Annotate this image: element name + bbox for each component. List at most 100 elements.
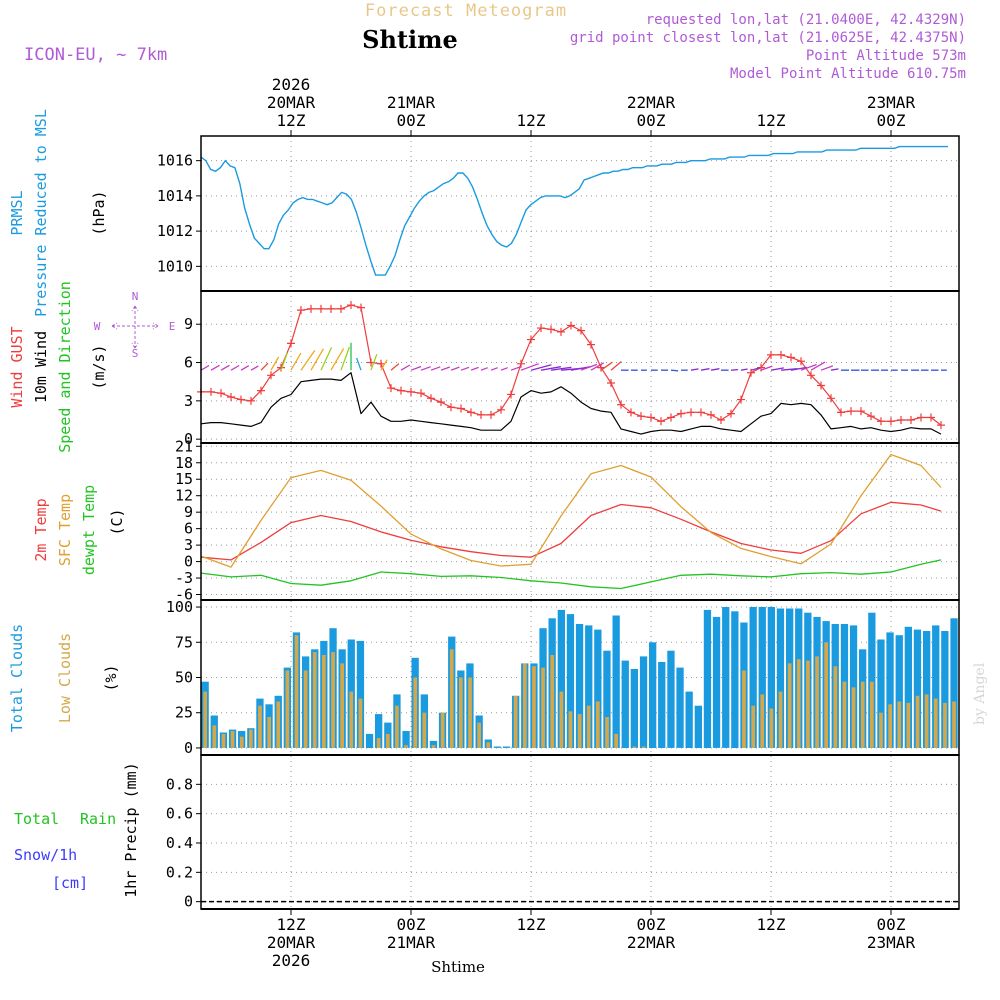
wind-arrow [460, 366, 470, 371]
bottom-time-label: 12Z [517, 915, 546, 934]
wind-arrow [740, 368, 748, 371]
wind-arrow [470, 366, 479, 371]
y-tick-label: 1016 [157, 152, 193, 170]
gust-marker [937, 421, 945, 430]
wind-arrow [320, 347, 333, 371]
y-tick-label: -3 [175, 569, 193, 587]
top-time-label: 12Z [277, 111, 306, 130]
y-tick-label: 0 [184, 430, 193, 448]
top-time-label: 00Z [877, 111, 906, 130]
gust-marker [617, 400, 625, 409]
low-cloud-bar [933, 698, 938, 748]
top-time-label: 12Z [517, 111, 546, 130]
y-tick-label: 6 [184, 354, 193, 372]
bottom-time-label: 12Z [757, 915, 786, 934]
total-cloud-bar [722, 607, 730, 748]
gust-marker [837, 408, 845, 417]
gust-marker [407, 387, 415, 396]
low-cloud-bar [230, 731, 235, 748]
bottom-time-label: 22MAR [627, 933, 676, 952]
gust-marker [907, 416, 915, 425]
total-cloud-bar [575, 624, 584, 748]
gust-marker [647, 413, 655, 422]
total-cloud-bar [557, 609, 565, 748]
bottom-time-label: 23MAR [867, 933, 916, 952]
wind-arrow [410, 365, 422, 371]
wind-arrow [440, 366, 451, 371]
low-cloud-bar [431, 745, 436, 748]
low-cloud-bar [596, 701, 600, 748]
wind-arrow [500, 367, 508, 371]
y-tick-label: 0.2 [166, 863, 193, 881]
wind-arrow [600, 361, 613, 371]
panel-frame [200, 135, 960, 292]
wind-arrow [340, 346, 351, 371]
low-cloud-bar [440, 712, 445, 748]
low-cloud-bar [340, 663, 344, 748]
total-cloud-bar [649, 642, 657, 748]
low-cloud-bar [422, 712, 427, 748]
low-cloud-bar [203, 691, 207, 748]
total-cloud-bar [749, 607, 757, 748]
total-cloud-bar [895, 635, 903, 748]
top-time-label: 00Z [637, 111, 666, 130]
total-cloud-bar [886, 632, 894, 748]
y-tick-label: 1010 [157, 257, 193, 275]
point-altitude: Point Altitude 573m [806, 48, 966, 64]
low-cloud-bar [888, 704, 892, 748]
wind-arrow [370, 353, 378, 371]
total-cloud-bar [356, 640, 365, 748]
wind-speed-line [200, 372, 942, 435]
gust-marker [517, 359, 525, 368]
bottom-time-label: 21MAR [387, 933, 436, 952]
low-cloud-bar [486, 742, 491, 748]
gust-marker [677, 409, 685, 418]
gust-marker [827, 394, 835, 403]
total-cloud-bar [694, 705, 702, 748]
panel-frame-overlay [200, 135, 960, 292]
gust-marker [497, 405, 505, 414]
y-tick-label: 0.4 [166, 834, 193, 852]
total-cloud-bar [639, 656, 648, 748]
wind-arrow [330, 348, 345, 371]
y-tick-label: 75 [175, 633, 193, 651]
wind-arrow [250, 365, 259, 371]
gust-marker [807, 371, 815, 380]
gust-marker [527, 335, 535, 344]
low-cloud-bar [577, 714, 582, 748]
gust-marker [207, 387, 215, 396]
gust-marker [657, 417, 665, 426]
low-cloud-bar [787, 663, 792, 748]
low-cloud-bar [358, 698, 363, 748]
gust-marker [487, 410, 495, 419]
low-cloud-bar [952, 701, 956, 748]
total-cloud-bar [849, 625, 858, 748]
low-cloud-bar [815, 656, 819, 748]
low-cloud-bar [349, 691, 354, 748]
top-time-label: 23MAR [867, 93, 916, 112]
wind-arrow [450, 366, 460, 371]
low-cloud-bar [523, 663, 527, 748]
total-cloud-bar [767, 607, 775, 748]
gust-marker [337, 304, 345, 313]
gust-marker [887, 417, 895, 426]
low-cloud-bar [897, 701, 902, 748]
total-cloud-bar [658, 662, 666, 748]
temp-2m-line [200, 501, 942, 561]
low-cloud-bar [413, 677, 418, 748]
low-cloud-bar [459, 677, 463, 748]
wind-arrow [290, 352, 302, 371]
panel-frame [200, 290, 960, 444]
bottom-time-label: 20MAR [267, 933, 316, 952]
wind-arrow [230, 364, 240, 371]
wind-arrow [210, 364, 220, 371]
gust-marker [217, 389, 225, 398]
wind-arrow [510, 366, 521, 371]
low-cloud-bar [943, 702, 947, 748]
wind-arrow [490, 367, 498, 371]
low-cloud-bar [249, 729, 253, 748]
gust-marker [347, 301, 355, 310]
gust-marker [417, 389, 425, 398]
y-tick-label: 3 [184, 536, 193, 554]
